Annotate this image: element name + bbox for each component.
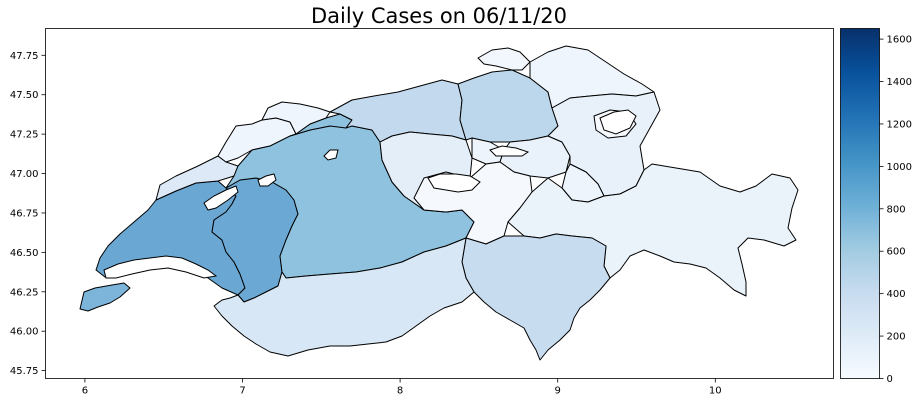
canton-basel (261, 101, 331, 135)
canton-valais (213, 237, 475, 357)
y-axis: 47.75 47.50 47.25 47.00 46.75 46.50 46.25 46.00… (10, 51, 46, 377)
canton-ticino (461, 233, 611, 361)
x-tick-label: 8 (397, 386, 403, 397)
colorbar: 1600 1400 1200 1000 800 600 400 200 0 (840, 28, 912, 385)
lake-zurich (489, 145, 530, 157)
lake-geneva (103, 255, 218, 279)
canton-schaffhausen (477, 47, 531, 71)
lakes (103, 109, 637, 279)
canton-neuchatel (155, 155, 239, 201)
y-tick-label: 46.50 (10, 248, 39, 259)
colorbar-tick-label: 1000 (887, 162, 912, 173)
colorbar-tick-label: 1600 (887, 35, 912, 46)
lake-lucerne (427, 173, 481, 193)
colorbar-tick-label: 1400 (887, 77, 912, 88)
colorbar-tick-label: 1200 (887, 119, 912, 130)
colorbar-tick-label: 200 (887, 332, 906, 343)
y-tick-label: 47.00 (10, 169, 39, 180)
colorbar-tick-label: 0 (887, 374, 893, 385)
lake-biel (257, 173, 277, 187)
canton-geneva (79, 282, 131, 312)
x-tick-label: 7 (239, 386, 245, 397)
map-title: Daily Cases on 06/11/20 (311, 4, 567, 28)
y-tick-label: 47.50 (10, 90, 39, 101)
colorbar-tick-label: 400 (887, 289, 906, 300)
y-tick-label: 47.25 (10, 130, 39, 141)
x-tick-label: 9 (555, 386, 561, 397)
y-tick-label: 46.00 (10, 327, 39, 338)
y-tick-label: 47.75 (10, 51, 39, 62)
y-tick-label: 46.75 (10, 208, 39, 219)
y-tick-label: 45.75 (10, 366, 39, 377)
x-tick-label: 10 (709, 386, 722, 397)
colorbar-tick-label: 800 (887, 204, 906, 215)
x-tick-label: 6 (82, 386, 88, 397)
canton-regions (79, 45, 799, 361)
y-tick-label: 46.25 (10, 287, 39, 298)
map-axes-frame (45, 28, 834, 379)
colorbar-gradient (840, 28, 880, 379)
x-axis: 6 7 8 9 10 (82, 378, 722, 397)
lake-neuchatel (203, 185, 239, 211)
colorbar-tick-label: 600 (887, 247, 906, 258)
lake-thun-brienz (323, 149, 339, 161)
lake-constance (599, 109, 637, 135)
